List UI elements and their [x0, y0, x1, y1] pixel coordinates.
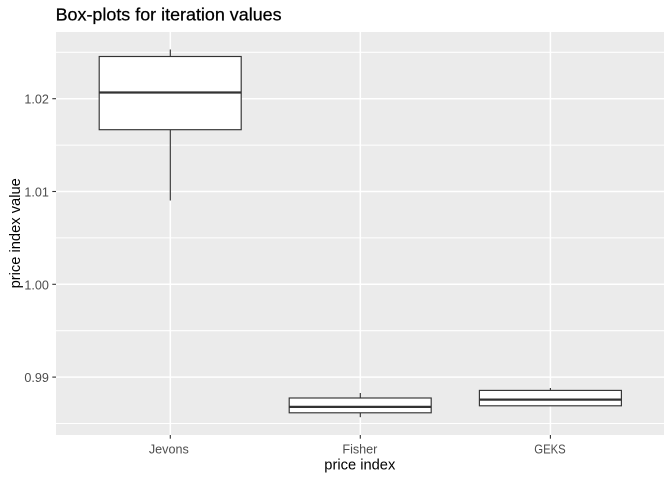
svg-text:GEKS: GEKS	[534, 442, 566, 456]
svg-text:1.01: 1.01	[24, 186, 49, 200]
svg-text:price index: price index	[324, 457, 396, 473]
svg-text:Fisher: Fisher	[342, 442, 377, 456]
svg-text:1.00: 1.00	[24, 278, 49, 292]
svg-text:Box-plots for iteration values: Box-plots for iteration values	[56, 4, 282, 24]
svg-text:price index value: price index value	[8, 178, 24, 288]
svg-text:0.99: 0.99	[24, 371, 49, 385]
svg-text:1.02: 1.02	[24, 93, 49, 107]
svg-text:Jevons: Jevons	[149, 442, 189, 456]
